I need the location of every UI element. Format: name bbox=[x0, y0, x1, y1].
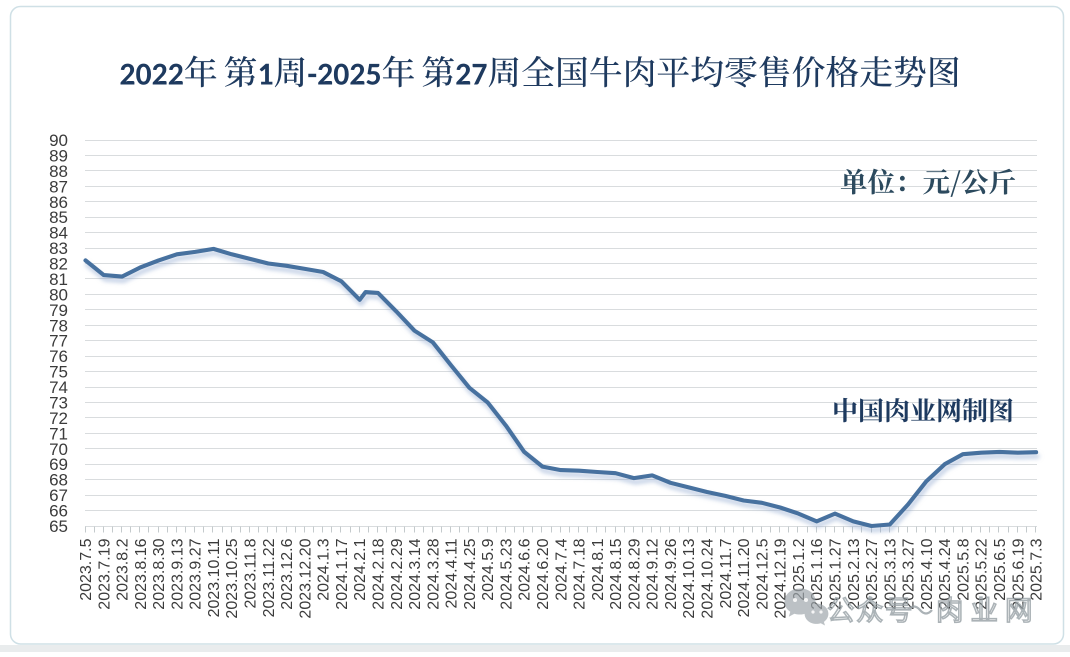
svg-text:83: 83 bbox=[49, 239, 68, 258]
svg-text:2023.12.6: 2023.12.6 bbox=[279, 538, 296, 609]
svg-text:90: 90 bbox=[49, 131, 68, 150]
svg-text:77: 77 bbox=[49, 332, 68, 351]
svg-text:86: 86 bbox=[49, 193, 68, 212]
svg-text:2023.7.5: 2023.7.5 bbox=[78, 538, 95, 600]
svg-text:2025.4.24: 2025.4.24 bbox=[937, 538, 954, 609]
svg-text:72: 72 bbox=[49, 409, 68, 428]
svg-text:2025.6.5: 2025.6.5 bbox=[992, 538, 1009, 600]
svg-text:81: 81 bbox=[49, 270, 68, 289]
svg-text:69: 69 bbox=[49, 455, 68, 474]
svg-text:68: 68 bbox=[49, 471, 68, 490]
svg-text:2025.1.2: 2025.1.2 bbox=[791, 538, 808, 600]
svg-text:2024.8.1: 2024.8.1 bbox=[590, 538, 607, 600]
svg-text:88: 88 bbox=[49, 162, 68, 181]
svg-text:2023.11.8: 2023.11.8 bbox=[243, 538, 260, 608]
svg-text:2024.7.18: 2024.7.18 bbox=[572, 538, 589, 609]
svg-text:2024.2.18: 2024.2.18 bbox=[371, 538, 388, 609]
svg-text:2024.11.7: 2024.11.7 bbox=[718, 538, 735, 608]
svg-text:2024.1.17: 2024.1.17 bbox=[334, 538, 351, 609]
svg-text:2025.7.3: 2025.7.3 bbox=[1029, 538, 1046, 600]
svg-text:2025.4.10: 2025.4.10 bbox=[919, 538, 936, 609]
svg-text:2025.5.22: 2025.5.22 bbox=[974, 538, 991, 609]
svg-text:2024.10.13: 2024.10.13 bbox=[681, 538, 698, 618]
svg-text:73: 73 bbox=[49, 394, 68, 413]
svg-text:84: 84 bbox=[49, 224, 68, 243]
svg-text:2024.3.28: 2024.3.28 bbox=[425, 538, 442, 609]
svg-text:2023.10.11: 2023.10.11 bbox=[206, 538, 223, 617]
svg-text:2025.2.13: 2025.2.13 bbox=[846, 538, 863, 609]
svg-text:82: 82 bbox=[49, 255, 68, 274]
svg-text:2025.3.13: 2025.3.13 bbox=[882, 538, 899, 609]
svg-text:2025.3.27: 2025.3.27 bbox=[901, 538, 918, 609]
svg-text:2024.1.3: 2024.1.3 bbox=[316, 538, 333, 600]
svg-text:2024.2.29: 2024.2.29 bbox=[389, 538, 406, 609]
svg-text:71: 71 bbox=[49, 424, 68, 443]
svg-text:2023.10.25: 2023.10.25 bbox=[224, 538, 241, 618]
svg-text:75: 75 bbox=[49, 363, 68, 382]
svg-text:2024.5.9: 2024.5.9 bbox=[480, 538, 497, 600]
svg-text:66: 66 bbox=[49, 502, 68, 521]
svg-text:2024.3.14: 2024.3.14 bbox=[407, 538, 424, 609]
svg-text:76: 76 bbox=[49, 347, 68, 366]
svg-text:85: 85 bbox=[49, 208, 68, 227]
svg-text:79: 79 bbox=[49, 301, 68, 320]
svg-text:2024.9.26: 2024.9.26 bbox=[663, 538, 680, 609]
svg-text:67: 67 bbox=[49, 486, 68, 505]
svg-text:2025.5.8: 2025.5.8 bbox=[955, 538, 972, 600]
svg-text:2024.7.4: 2024.7.4 bbox=[553, 538, 570, 600]
svg-text:2024.6.20: 2024.6.20 bbox=[535, 538, 552, 609]
svg-text:65: 65 bbox=[49, 517, 68, 536]
svg-text:70: 70 bbox=[49, 440, 68, 459]
svg-text:2023.8.16: 2023.8.16 bbox=[133, 538, 150, 609]
svg-text:2023.9.13: 2023.9.13 bbox=[169, 538, 186, 609]
svg-text:2024.5.23: 2024.5.23 bbox=[498, 538, 515, 609]
svg-text:2024.4.25: 2024.4.25 bbox=[462, 538, 479, 609]
svg-text:2023.12.20: 2023.12.20 bbox=[297, 538, 314, 618]
svg-text:2024.12.5: 2024.12.5 bbox=[754, 538, 771, 609]
svg-text:2025.2.27: 2025.2.27 bbox=[864, 538, 881, 609]
svg-text:2024.8.15: 2024.8.15 bbox=[608, 538, 625, 609]
svg-text:2024.11.20: 2024.11.20 bbox=[736, 538, 753, 617]
svg-text:2023.9.27: 2023.9.27 bbox=[188, 538, 205, 609]
svg-text:2023.8.30: 2023.8.30 bbox=[151, 538, 168, 609]
svg-text:87: 87 bbox=[49, 177, 68, 196]
svg-text:2024.10.24: 2024.10.24 bbox=[700, 538, 717, 618]
svg-text:2024.2.1: 2024.2.1 bbox=[352, 538, 369, 600]
svg-text:2024.8.29: 2024.8.29 bbox=[626, 538, 643, 609]
svg-text:2023.11.22: 2023.11.22 bbox=[261, 538, 278, 617]
svg-text:2023.8.2: 2023.8.2 bbox=[115, 538, 132, 600]
svg-text:2025.6.19: 2025.6.19 bbox=[1010, 538, 1027, 609]
svg-text:2024.4.11: 2024.4.11 bbox=[444, 538, 461, 608]
svg-text:78: 78 bbox=[49, 316, 68, 335]
svg-text:2023.7.19: 2023.7.19 bbox=[96, 538, 113, 609]
svg-text:89: 89 bbox=[49, 146, 68, 165]
svg-text:2024.9.12: 2024.9.12 bbox=[645, 538, 662, 609]
svg-text:2025.1.16: 2025.1.16 bbox=[809, 538, 826, 609]
svg-text:2024.6.6: 2024.6.6 bbox=[517, 538, 534, 600]
svg-text:74: 74 bbox=[49, 378, 68, 397]
svg-text:80: 80 bbox=[49, 285, 68, 304]
svg-text:2025.1.27: 2025.1.27 bbox=[828, 538, 845, 609]
